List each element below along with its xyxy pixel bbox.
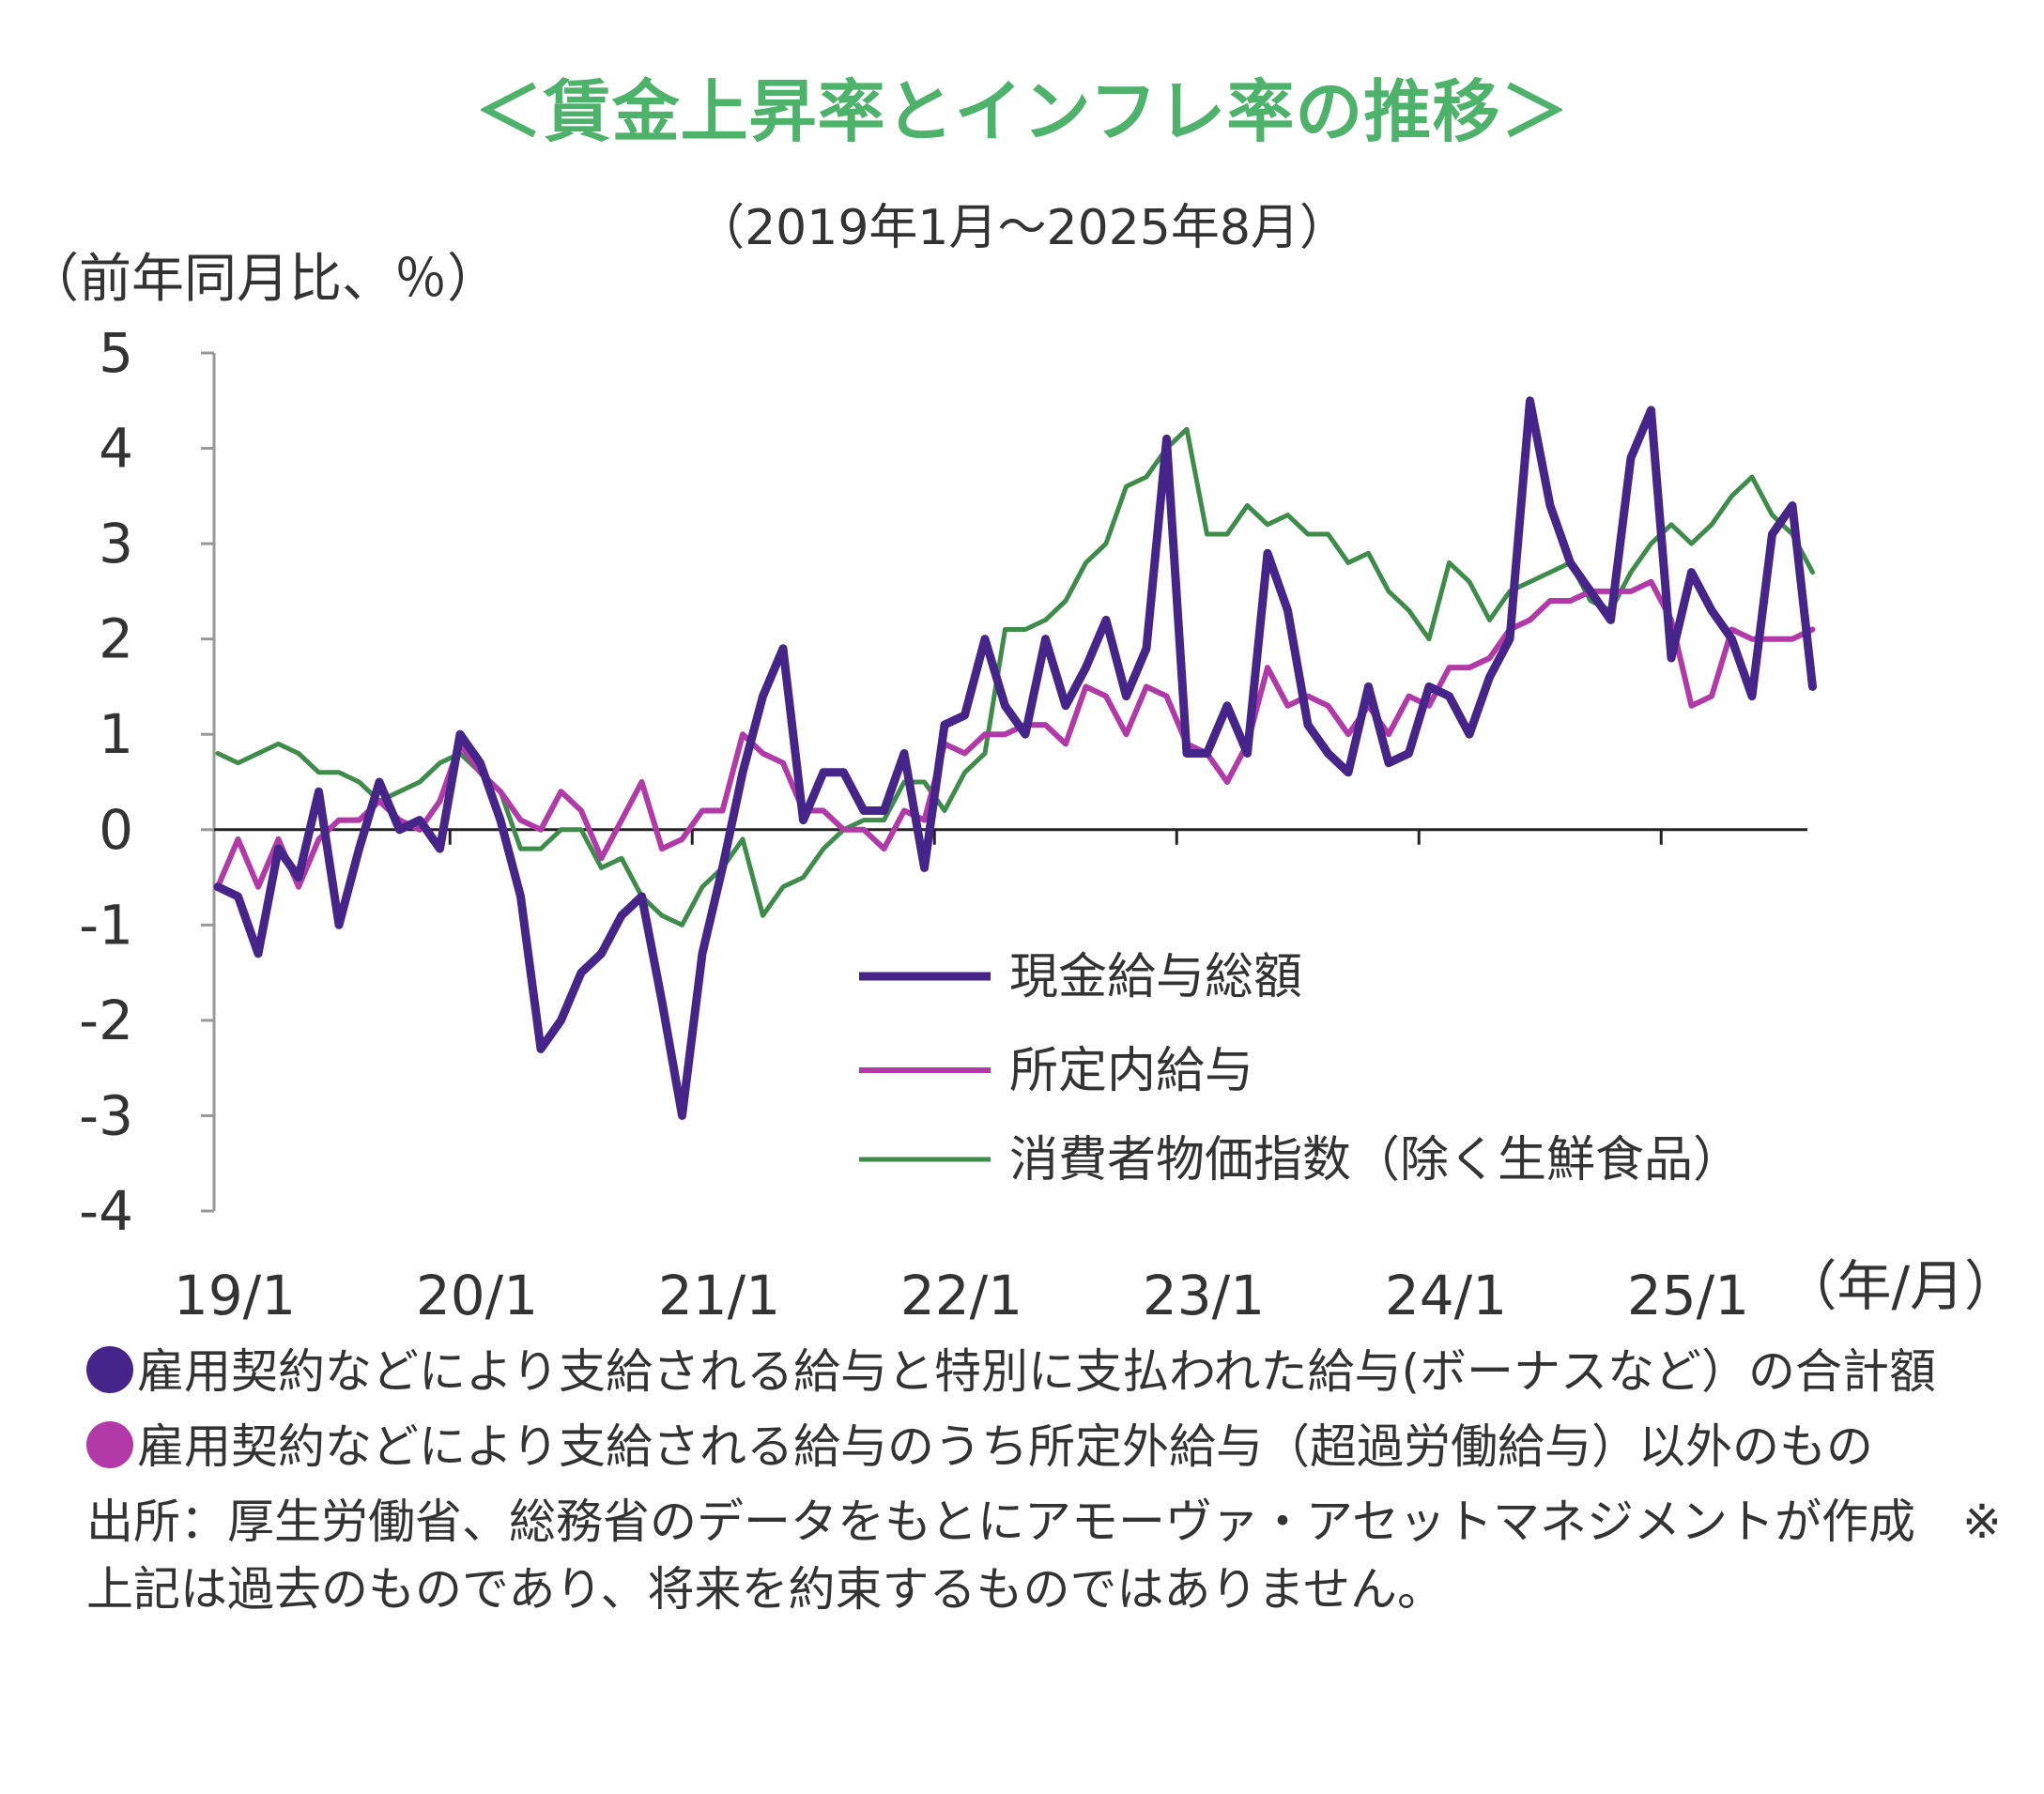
note-wage-total: 雇用契約などにより支給される給与と特別に支払われた給与(ボーナスなど）の合計額 bbox=[86, 1338, 2021, 1405]
y-tick-label: 0 bbox=[99, 798, 133, 862]
note-scheduled-wage-text: 雇用契約などにより支給される給与のうち所定外給与（超過労働給与）以外のもの bbox=[137, 1419, 1873, 1474]
chart-title: ＜賃金上昇率とインフレ率の推移＞ bbox=[474, 72, 1570, 151]
source-note: 出所：厚生労働省、総務省のデータをもとにアモーヴァ・アセットマネジメントが作成 … bbox=[86, 1495, 2002, 1617]
y-tick-label: 3 bbox=[99, 512, 133, 575]
chart-subtitle: （2019年1月～2025年8月） bbox=[696, 200, 1348, 256]
series-line-0 bbox=[213, 396, 1817, 1120]
y-tick-label: 1 bbox=[99, 702, 133, 766]
y-tick-label: -4 bbox=[79, 1179, 133, 1243]
note-scheduled-wage: 雇用契約などにより支給される給与のうち所定外給与（超過労働給与）以外のもの bbox=[86, 1413, 2021, 1480]
y-tick-label: 2 bbox=[99, 607, 133, 671]
y-tick-label: 5 bbox=[99, 321, 133, 385]
y-tick-label: -3 bbox=[79, 1083, 133, 1147]
x-tick-label: 22/1 bbox=[900, 1264, 1022, 1327]
y-tick-label: 4 bbox=[99, 417, 133, 481]
legend-label-2: 消費者物価指数（除く生鮮食品） bbox=[1009, 1132, 1742, 1188]
y-tick-label: -2 bbox=[79, 989, 133, 1052]
x-tick-label: 24/1 bbox=[1385, 1264, 1507, 1327]
x-tick-label: 21/1 bbox=[658, 1264, 780, 1327]
x-tick-label: 20/1 bbox=[416, 1264, 538, 1327]
x-tick-label: 25/1 bbox=[1627, 1264, 1749, 1327]
footnotes: 雇用契約などにより支給される給与と特別に支払われた給与(ボーナスなど）の合計額 … bbox=[86, 1338, 2021, 1631]
x-tick-label: 19/1 bbox=[174, 1264, 296, 1327]
scheduled-wage-bullet-icon bbox=[86, 1421, 133, 1468]
legend-label-0: 現金給与総額 bbox=[1009, 949, 1302, 1005]
y-axis-unit-label: （前年同月比、％） bbox=[26, 249, 499, 310]
y-tick-label: -1 bbox=[79, 893, 133, 957]
wage-total-bullet-icon bbox=[86, 1346, 133, 1393]
x-tick-label: 23/1 bbox=[1143, 1264, 1265, 1327]
x-axis-unit-label: （年/月） bbox=[1782, 1254, 2019, 1318]
series-line-2 bbox=[215, 426, 1815, 928]
line-chart: 5 4 3 2 1 0 -1 -2 -3 -4 19/1 20/1 21/1 22/1 23/1 24/1 25… bbox=[79, 321, 2019, 1327]
legend-label-1: 所定内給与 bbox=[1009, 1043, 1253, 1099]
note-wage-total-text: 雇用契約などにより支給される給与と特別に支払われた給与(ボーナスなど）の合計額 bbox=[137, 1344, 1937, 1399]
